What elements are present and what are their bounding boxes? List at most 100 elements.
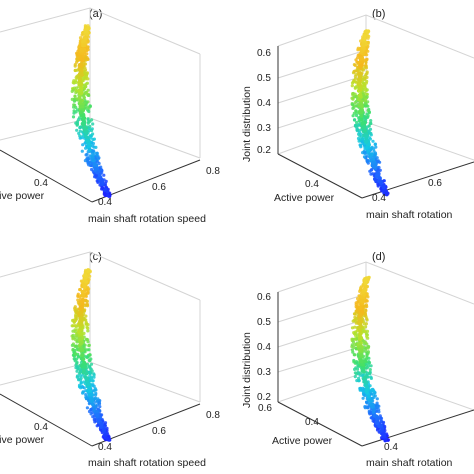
scatter-point <box>364 277 369 282</box>
scatter-point <box>84 393 88 397</box>
scatter-point <box>365 292 369 296</box>
scatter-point <box>87 386 92 390</box>
scatter-point <box>350 84 354 88</box>
panel-a-x-tick-0: 0.4 <box>98 197 112 208</box>
scatter-point <box>81 143 85 147</box>
scatter-point <box>76 298 80 302</box>
scatter-point <box>88 104 92 108</box>
scatter-point <box>87 344 91 348</box>
scatter-point <box>88 366 92 370</box>
panel-b-z-tick-1: 0.3 <box>257 123 271 134</box>
scatter-point <box>102 173 106 177</box>
scatter-point <box>365 70 369 74</box>
scatter-point <box>84 85 88 89</box>
scatter-point <box>70 97 74 101</box>
scatter-point <box>364 322 368 326</box>
scatter-point <box>354 113 359 118</box>
scatter-point <box>370 405 374 409</box>
panel-a-x-label: main shaft rotation speed <box>88 213 206 225</box>
scatter-point <box>363 98 367 102</box>
scatter-point <box>85 396 89 400</box>
scatter-point <box>92 375 96 379</box>
scatter-point <box>84 90 88 94</box>
scatter-point <box>78 310 82 315</box>
scatter-point <box>355 379 359 383</box>
scatter-point <box>93 388 97 392</box>
scatter-point <box>86 382 90 386</box>
scatter-point <box>81 390 85 394</box>
panel-a: (a) 0.4 0.4 0.6 0.8 Active power main sh… <box>0 7 220 225</box>
scatter-point <box>364 63 368 67</box>
scatter-point <box>375 428 380 432</box>
scatter-point <box>366 115 370 119</box>
scatter-point <box>362 379 367 384</box>
scatter-point <box>80 113 84 118</box>
scatter-point <box>89 136 93 140</box>
scatter-point <box>362 37 367 41</box>
scatter-point <box>369 398 374 403</box>
scatter-point <box>73 63 77 67</box>
scatter-point <box>351 97 355 101</box>
scatter-point <box>84 129 89 134</box>
scatter-point <box>86 45 90 49</box>
scatter-point <box>359 313 363 318</box>
scatter-point <box>83 270 87 275</box>
scatter-point <box>369 121 373 126</box>
scatter-point <box>369 172 373 176</box>
scatter-point <box>365 112 369 116</box>
scatter-point <box>352 345 356 349</box>
scatter-point <box>85 32 89 37</box>
scatter-point <box>365 317 369 321</box>
panel-d-z-tick-4: 0.6 <box>257 292 271 303</box>
scatter-point <box>79 110 83 115</box>
scatter-point <box>365 145 369 150</box>
scatter-point <box>74 89 79 93</box>
scatter-point <box>78 336 83 341</box>
scatter-point <box>91 122 95 126</box>
scatter-point <box>367 361 371 365</box>
scatter-point <box>83 308 87 312</box>
scatter-point <box>351 337 355 341</box>
scatter-point <box>91 141 95 146</box>
scatter-point <box>77 88 82 93</box>
scatter-point <box>366 345 370 349</box>
scatter-point <box>84 82 88 86</box>
scatter-point <box>78 370 82 374</box>
scatter-point <box>77 82 82 87</box>
scatter-point <box>358 323 363 328</box>
scatter-point <box>74 80 78 84</box>
scatter-point <box>357 97 361 102</box>
scatter-point <box>97 401 101 405</box>
scatter-point <box>353 325 357 329</box>
scatter-point <box>362 85 366 89</box>
scatter-point <box>372 389 376 393</box>
scatter-point <box>366 108 370 113</box>
scatter-point <box>99 168 103 172</box>
panel-a-floor-back <box>0 117 201 159</box>
panel-c-x-tick-2: 0.8 <box>206 410 220 421</box>
scatter-point <box>355 306 359 310</box>
scatter-point <box>99 422 104 427</box>
scatter-point <box>364 341 368 345</box>
scatter-point <box>366 40 370 44</box>
scatter-point <box>368 368 372 372</box>
scatter-point <box>358 306 363 310</box>
scatter-point <box>84 299 88 303</box>
scatter-point <box>71 324 75 328</box>
scatter-point <box>367 356 371 360</box>
scatter-point <box>386 438 390 442</box>
scatter-point <box>72 105 76 109</box>
panel-b-x-tick-0: 0.4 <box>372 193 386 204</box>
scatter-point <box>74 318 78 322</box>
panel-b-x-tick-1: 0.6 <box>428 178 442 189</box>
scatter-point <box>362 124 367 129</box>
panel-d-x-tick-0: 0.4 <box>384 442 398 453</box>
scatter-point <box>359 110 364 114</box>
scatter-point <box>83 68 88 72</box>
scatter-point <box>92 137 96 141</box>
panel-a-y-tick-0: 0.4 <box>34 178 48 189</box>
scatter-point <box>357 376 361 380</box>
scatter-point <box>85 287 89 292</box>
scatter-point <box>373 142 377 146</box>
scatter-point <box>84 153 88 157</box>
